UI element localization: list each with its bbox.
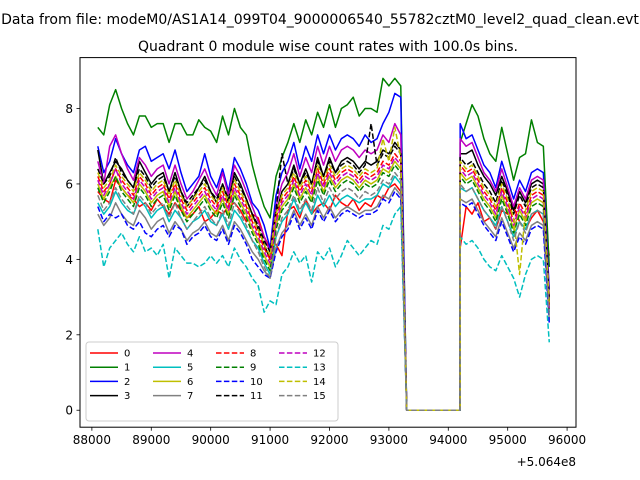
- x-tick-label: 89000: [132, 433, 170, 447]
- x-tick-label: 96000: [548, 433, 586, 447]
- series-line-12: [97, 156, 551, 411]
- y-tick-label: 4: [65, 253, 73, 267]
- y-tick-label: 2: [65, 328, 73, 342]
- legend-label-1: 1: [124, 363, 130, 374]
- legend-label-14: 14: [313, 377, 326, 388]
- legend-label-9: 9: [250, 363, 256, 374]
- legend-label-0: 0: [124, 349, 130, 360]
- series-line-14: [97, 126, 551, 411]
- y-tick-label: 6: [65, 177, 73, 191]
- series-line-9: [97, 164, 551, 411]
- legend-label-12: 12: [313, 349, 326, 360]
- axes-frame: [79, 57, 577, 428]
- series-line-2: [97, 92, 551, 411]
- series-line-11: [97, 122, 551, 411]
- x-tick-label: 92000: [310, 433, 348, 447]
- y-tick-label: 8: [65, 102, 73, 116]
- series-line-15: [97, 171, 551, 411]
- series-line-7: [97, 186, 551, 411]
- x-tick-label: 95000: [489, 433, 527, 447]
- x-tick-label: 93000: [370, 433, 408, 447]
- x-tick-label: 90000: [192, 433, 230, 447]
- legend-label-7: 7: [187, 391, 193, 402]
- x-tick-label: 94000: [429, 433, 467, 447]
- chart-title: Quadrant 0 module wise count rates with …: [138, 39, 518, 55]
- legend-label-10: 10: [250, 377, 263, 388]
- legend-label-4: 4: [187, 349, 193, 360]
- legend-label-8: 8: [250, 349, 256, 360]
- x-tick-label: 88000: [73, 433, 111, 447]
- series-line-4: [97, 122, 551, 411]
- legend-label-11: 11: [250, 391, 263, 402]
- y-axis: 0 2 4 6 8: [65, 102, 80, 418]
- legend-box: [85, 341, 339, 422]
- legend-label-6: 6: [187, 377, 193, 388]
- x-offset-label: +5.064e8: [517, 455, 576, 469]
- legend-label-13: 13: [313, 363, 326, 374]
- legend-label-5: 5: [187, 363, 193, 374]
- series-line-8: [97, 153, 551, 411]
- series-line-10: [97, 190, 551, 411]
- x-axis: 88000 89000 90000 91000 92000 93000 94000 95000…: [73, 427, 586, 447]
- series-layer: [97, 77, 551, 411]
- legend-label-2: 2: [124, 377, 130, 388]
- series-line-6: [97, 160, 551, 411]
- x-tick-label: 91000: [251, 433, 289, 447]
- legend-label-3: 3: [124, 391, 130, 402]
- series-line-1: [97, 77, 551, 411]
- series-line-13: [97, 205, 551, 411]
- y-tick-label: 0: [65, 404, 73, 418]
- chart-suptitle: Data from file: modeM0/AS1A14_099T04_900…: [1, 12, 639, 28]
- legend-label-15: 15: [313, 391, 326, 402]
